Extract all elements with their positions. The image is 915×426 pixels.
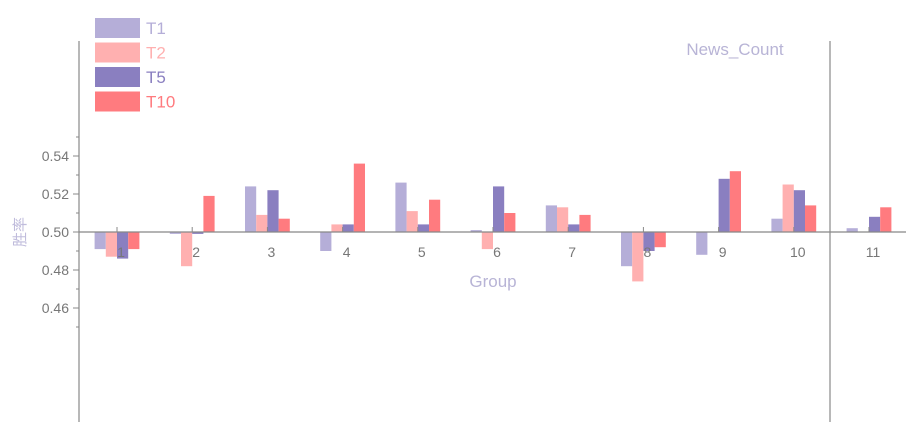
bar-t10-group-8 [654, 232, 666, 248]
bar-t5-group-10 [793, 190, 805, 232]
bar-t10-group-4 [353, 163, 365, 232]
bar-t10-group-10 [805, 205, 817, 232]
x-tick-label: 9 [719, 244, 727, 260]
x-tick-label: 10 [790, 244, 806, 260]
y-tick-label: 0.52 [42, 186, 69, 202]
bar-t2-group-10 [782, 184, 794, 232]
bar-t1-group-7 [545, 205, 557, 232]
x-tick-label: 1 [117, 244, 125, 260]
bars-layer [94, 163, 892, 282]
legend-swatch-t10 [95, 91, 140, 112]
bar-t10-group-6 [504, 213, 516, 232]
bar-t2-group-8 [632, 232, 644, 282]
x-tick-label: 11 [866, 244, 881, 260]
bar-t1-group-2 [169, 232, 181, 234]
bar-t5-group-6 [493, 186, 505, 232]
bar-t1-group-6 [470, 230, 482, 232]
x-tick-label: 4 [343, 244, 351, 260]
legend-label-t5: T5 [146, 68, 166, 87]
bar-t10-group-5 [429, 199, 441, 232]
bar-t1-group-1 [94, 232, 106, 250]
bar-t1-group-10 [771, 218, 783, 232]
bar-t2-group-5 [406, 211, 418, 232]
bar-t10-group-3 [278, 218, 290, 232]
x-tick-label: 8 [644, 244, 652, 260]
y-axis-title: 胜率 [11, 217, 29, 247]
bar-t1-group-9 [696, 232, 708, 255]
bar-t5-group-2 [192, 232, 204, 234]
bar-t2-group-4 [331, 224, 343, 232]
x-axis-title: Group [469, 272, 516, 291]
legend-label-t10: T10 [146, 93, 175, 112]
x-tick-label: 2 [192, 244, 200, 260]
legend-swatch-t1 [95, 18, 140, 38]
bar-t5-group-9 [718, 178, 730, 232]
legend: T1 T2 T5 T10 [95, 18, 175, 112]
bar-t5-group-7 [568, 224, 580, 232]
bar-t10-group-1 [128, 232, 140, 250]
bar-t2-group-1 [105, 232, 117, 257]
bar-t2-group-3 [256, 214, 268, 232]
y-tick-label: 0.46 [42, 300, 69, 316]
bar-t10-group-2 [203, 195, 215, 232]
legend-swatch-t2 [95, 42, 140, 63]
bar-t5-group-4 [342, 224, 354, 232]
bar-t1-group-5 [395, 182, 407, 232]
bar-t5-group-5 [417, 224, 429, 232]
bar-t2-group-7 [557, 207, 569, 232]
bar-t1-group-8 [621, 232, 633, 267]
bar-t1-group-4 [320, 232, 332, 251]
bar-t10-group-9 [729, 171, 741, 232]
axes-layer: 0.46 0.48 0.50 0.52 0.54 1 2 3 4 5 6 7 8 9 10 11 News_Co… [11, 40, 906, 422]
y-tick-label: 0.50 [42, 224, 69, 240]
bar-t2-group-2 [181, 232, 193, 267]
x-tick-label: 6 [493, 244, 501, 260]
bar-t5-group-1 [117, 232, 129, 259]
legend-swatch-t5 [95, 67, 140, 87]
bar-t1-group-11 [846, 228, 858, 232]
legend-label-t2: T2 [146, 44, 166, 63]
y-tick-label: 0.48 [42, 262, 69, 278]
bar-t10-group-11 [880, 207, 892, 232]
bar-t1-group-3 [245, 186, 257, 232]
bar-t5-group-11 [869, 216, 881, 232]
x-tick-label: 3 [268, 244, 276, 260]
legend-label-t1: T1 [146, 19, 166, 38]
x-tick-label: 7 [568, 244, 576, 260]
bar-t5-group-3 [267, 190, 279, 232]
annotation-label: News_Count [686, 40, 784, 59]
bar-t10-group-7 [579, 214, 591, 232]
bar-t2-group-6 [481, 232, 493, 250]
y-tick-label: 0.54 [42, 148, 69, 164]
x-tick-label: 5 [418, 244, 426, 260]
bar-t5-group-8 [643, 232, 655, 251]
